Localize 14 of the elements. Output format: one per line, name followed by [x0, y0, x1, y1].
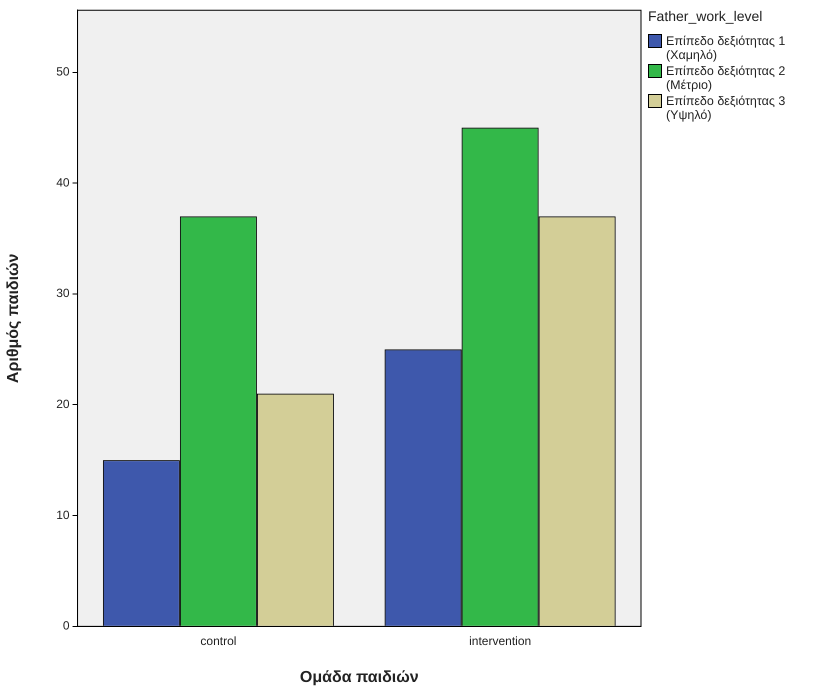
- legend-label: Επίπεδο δεξιότητας 3 (Υψηλό): [666, 94, 786, 122]
- x-axis-title: Ομάδα παιδιών: [300, 668, 419, 686]
- legend-title: Father_work_level: [648, 8, 764, 24]
- legend-label: Επίπεδο δεξιότητας 1 (Χαμηλό): [666, 34, 786, 62]
- legend-label: Επίπεδο δεξιότητας 2 (Μέτριο): [666, 64, 786, 92]
- y-tick-label: 20: [56, 397, 70, 412]
- y-axis-title: Αριθμός παιδιών: [5, 253, 22, 384]
- x-tick-label: intervention: [469, 634, 532, 648]
- y-tick-label: 0: [62, 618, 70, 633]
- x-tick-label: control: [200, 634, 236, 648]
- y-tick-label: 50: [56, 64, 70, 79]
- y-tick-label: 40: [56, 175, 70, 190]
- y-tick-label: 30: [56, 286, 70, 300]
- y-tick-label: 10: [56, 508, 70, 522]
